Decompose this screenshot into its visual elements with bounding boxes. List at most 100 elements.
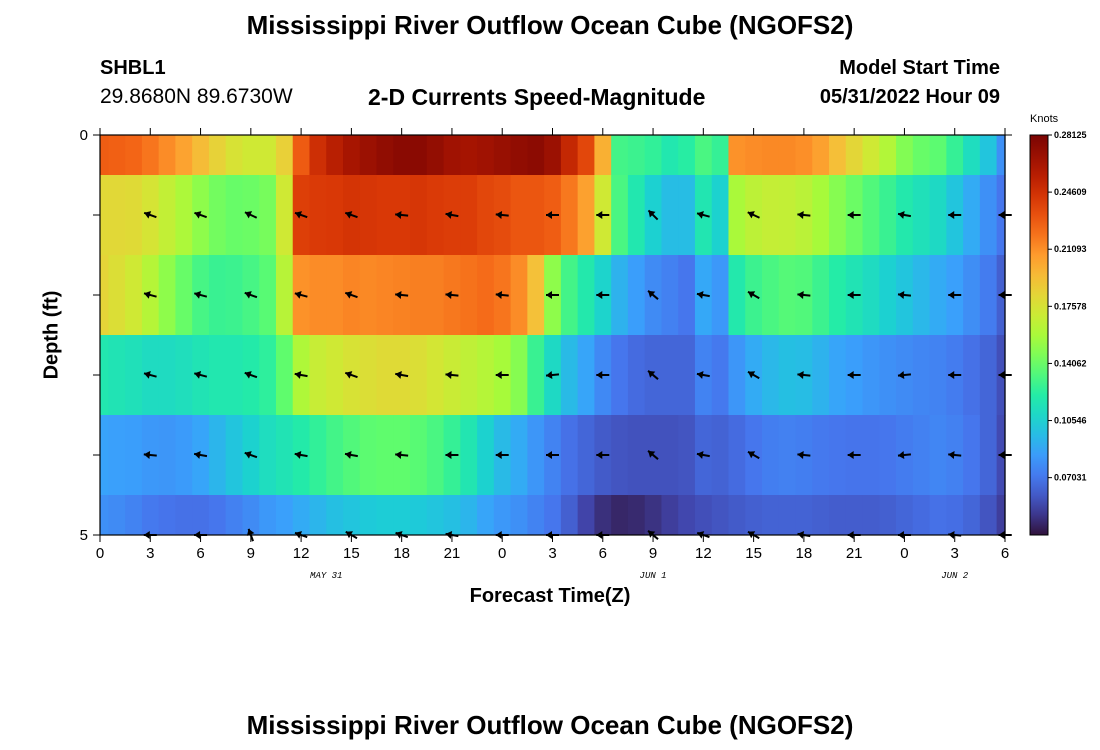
heatmap-cell [125,495,143,536]
heatmap-cell [611,495,629,536]
model-start-time: 05/31/2022 Hour 09 [819,86,1000,108]
heatmap-cell [158,175,177,256]
y-axis: 05 [80,127,1012,544]
heatmap-cell [879,335,897,416]
heatmap-cell [108,255,126,336]
colorbar-tick-label: 0.14062 [1054,358,1087,368]
heatmap-cell [678,255,696,336]
heatmap-cell [359,495,378,536]
heatmap-cell [929,495,947,536]
current-vector [143,371,157,379]
heatmap-cell [761,415,780,496]
current-vector [395,210,409,219]
model-start-label: Model Start Time [839,57,1000,79]
heatmap-cell [393,135,411,176]
current-vector [194,371,208,379]
heatmap-cell [778,135,797,176]
heatmap-cell [627,135,646,176]
heatmap-cell [100,335,109,416]
heatmap-cell [108,415,126,496]
current-vector [193,450,208,459]
current-vector [747,370,760,380]
heatmap-cell [778,415,797,496]
heatmap-cell [912,495,931,536]
heatmap-cell [460,255,478,336]
heatmap-cell [845,135,864,176]
current-vector [847,371,861,379]
heatmap-cell [426,255,445,336]
heatmap-cell [912,175,931,256]
heatmap-cell [259,135,277,176]
heatmap-cell [678,415,696,496]
current-vector [696,211,710,219]
heatmap-cell [745,495,763,536]
heatmap-cell [108,175,126,256]
x-tick-label: 15 [343,545,360,562]
heatmap-cell [158,415,177,496]
heatmap-cell [560,335,579,416]
heatmap-cell [225,135,244,176]
heatmap-cell [175,495,193,536]
heatmap-cell [577,415,595,496]
heatmap-cell [644,135,663,176]
heatmap-cell [426,175,445,256]
heatmap-cell [929,135,947,176]
heatmap-cell [527,415,545,496]
heatmap-cell [963,135,981,176]
heatmap-cell [979,335,998,416]
heatmap-cell [426,495,445,536]
heatmap-cell [309,335,327,416]
current-vector [797,210,811,219]
current-vector [495,371,509,379]
colorbar-units-label: Knots [1030,113,1059,125]
heatmap-cell [158,495,177,536]
current-vector [445,451,459,459]
heatmap-cell [460,175,478,256]
heatmap-cell [275,415,294,496]
current-vector [647,450,659,460]
heatmap-cell [100,495,109,536]
heatmap-cell [225,255,244,336]
heatmap-cell [225,335,244,416]
colorbar-tick-label: 0.21093 [1054,244,1087,254]
heatmap-cell [175,135,193,176]
current-vector [647,370,659,380]
heatmap-cell [259,495,277,536]
heatmap-cell [493,135,512,176]
heatmap-cell [259,175,277,256]
heatmap-cell [493,495,512,536]
heatmap-cell [611,335,629,416]
current-vector [797,290,811,299]
current-vector [344,450,358,459]
current-vector [495,290,509,299]
heatmap-cell [477,175,495,256]
current-vector [797,450,811,459]
heatmap-cell [426,415,445,496]
heatmap-cell [100,415,109,496]
current-vector [294,211,308,219]
current-vector [948,450,962,459]
x-tick-label: 9 [649,545,657,562]
heatmap-cell [711,415,730,496]
heatmap-cell [963,415,981,496]
current-vector [244,371,258,379]
heatmap-cell [242,495,260,536]
x-tick-label: 15 [745,545,762,562]
heatmap-cell [527,135,545,176]
x-axis-label: Forecast Time(Z) [469,585,631,607]
heatmap-cell [896,495,914,536]
heatmap-cell [879,495,897,536]
heatmap-cell [627,495,646,536]
heatmap-cell [208,255,227,336]
heatmap-cell [376,335,394,416]
heatmap-cell [158,135,177,176]
current-vector [546,211,559,219]
heatmap-cell [996,135,1006,176]
heatmap-cell [963,255,981,336]
heatmap-cell [477,335,495,416]
current-vector [395,290,409,299]
heatmap-cell [879,135,897,176]
chart-subtitle: 2-D Currents Speed-Magnitude [368,84,706,110]
heatmap-cell [477,135,495,176]
